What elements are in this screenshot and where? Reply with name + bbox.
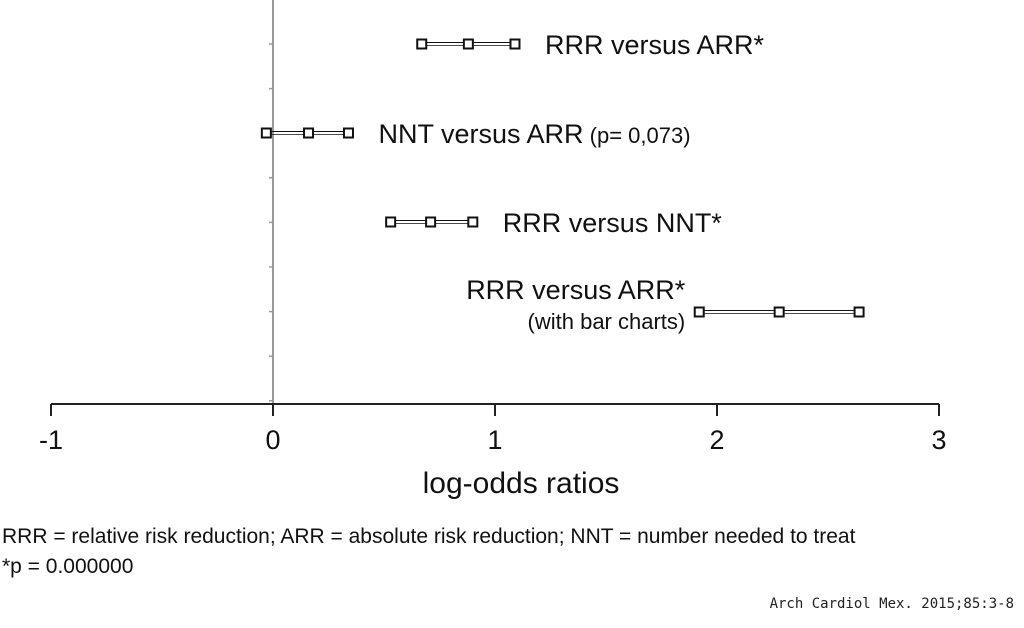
ci-low-marker xyxy=(416,38,428,50)
forest-row: NNT versus ARR (p= 0,073) xyxy=(260,119,691,149)
x-tick-label: 3 xyxy=(931,425,946,455)
estimate-marker xyxy=(425,216,437,228)
footnote-abbreviations: RRR = relative risk reduction; ARR = abs… xyxy=(2,525,856,548)
ci-low-marker xyxy=(693,306,705,318)
row-label: RRR versus ARR* xyxy=(466,275,686,305)
x-tick-label: 2 xyxy=(709,425,724,455)
x-tick-label: -1 xyxy=(39,425,63,455)
footnote-significance: *p = 0.000000 xyxy=(2,555,134,578)
forest-rows: RRR versus ARR* NNT versus ARR (p= 0,073)… xyxy=(260,30,865,334)
forest-row: RRR versus NNT* xyxy=(385,208,723,238)
estimate-marker xyxy=(773,306,785,318)
x-tick-label: 1 xyxy=(487,425,502,455)
zero-reference-line-group xyxy=(269,0,274,404)
row-label: RRR versus ARR* xyxy=(545,30,765,60)
forest-row: RRR versus ARR* (with bar charts) xyxy=(466,275,865,334)
row-note: (p= 0,073) xyxy=(584,123,691,148)
estimate-marker xyxy=(462,38,474,50)
ci-high-marker xyxy=(853,306,865,318)
ci-high-marker xyxy=(342,127,354,139)
journal-citation: Arch Cardiol Mex. 2015;85:3-8 xyxy=(769,596,1014,612)
ci-low-marker xyxy=(260,127,272,139)
x-axis-label: log-odds ratios xyxy=(423,467,620,500)
ci-high-marker xyxy=(467,216,479,228)
ci-low-marker xyxy=(385,216,397,228)
row-label: NNT versus ARR (p= 0,073) xyxy=(378,119,690,149)
forest-row: RRR versus ARR* xyxy=(416,30,765,60)
x-axis: -1 0 1 2 3 xyxy=(39,403,947,455)
row-sublabel: (with bar charts) xyxy=(528,309,686,334)
estimate-marker xyxy=(303,127,315,139)
x-tick-label: 0 xyxy=(265,425,280,455)
ci-high-marker xyxy=(509,38,521,50)
row-label: RRR versus NNT* xyxy=(503,208,723,238)
